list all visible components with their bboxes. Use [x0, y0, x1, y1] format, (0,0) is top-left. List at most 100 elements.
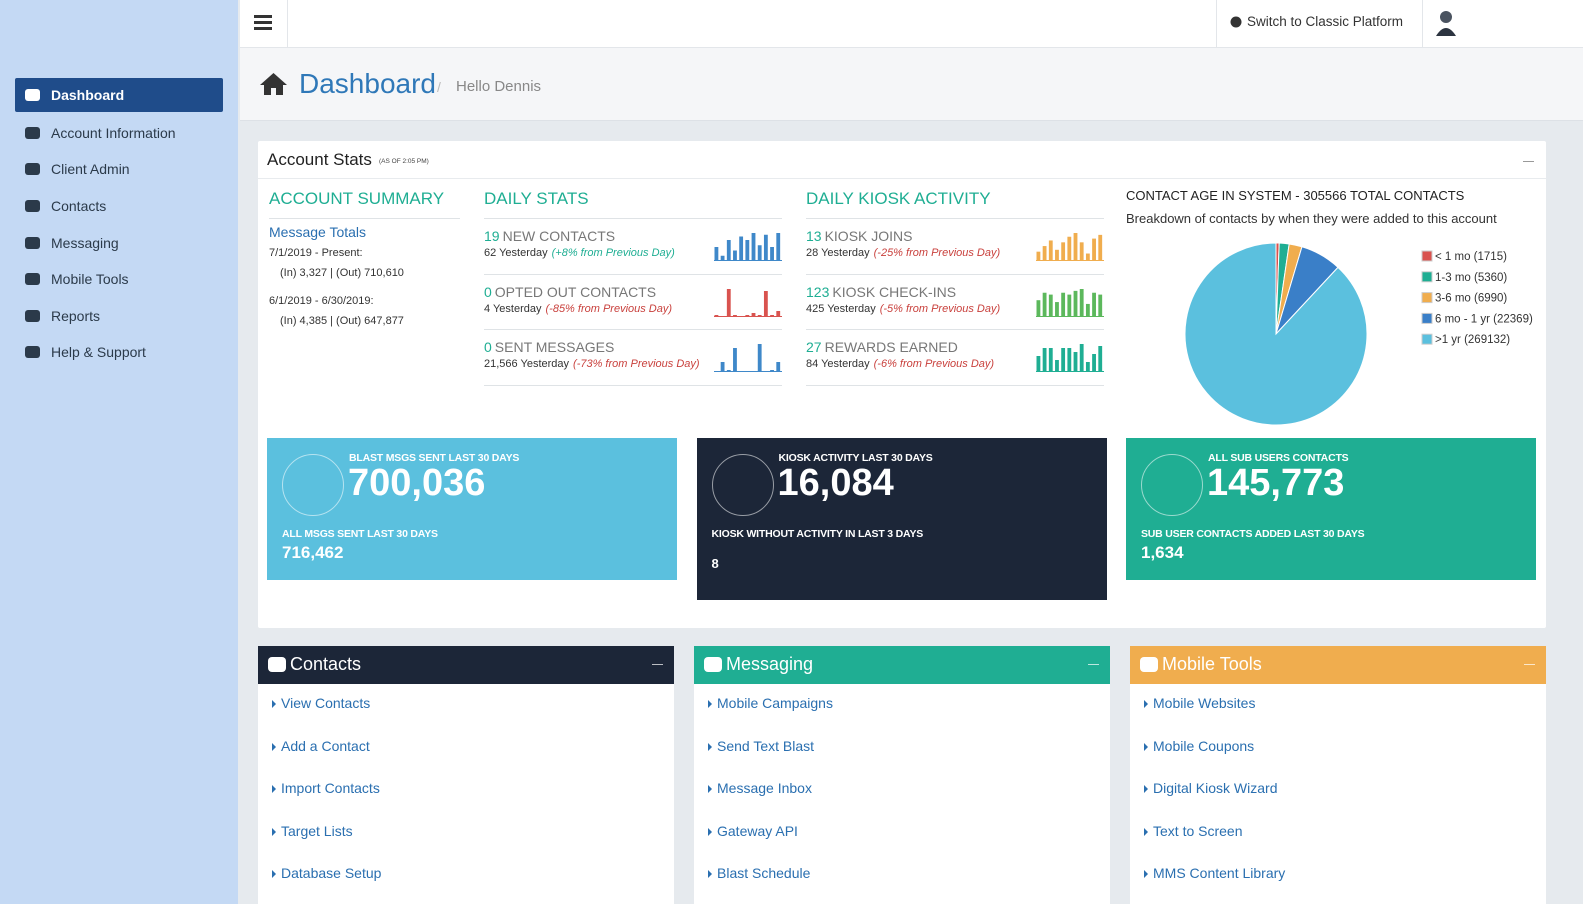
- sparkline: [1036, 344, 1104, 372]
- spark-bar: [1092, 238, 1096, 261]
- spark-bar: [726, 288, 731, 317]
- spark-bar: [1079, 288, 1084, 317]
- spark-bar: [733, 314, 737, 317]
- stat-label: KIOSK CHECK-INS: [832, 283, 957, 300]
- stat-value: 0: [484, 339, 492, 355]
- panel-link[interactable]: Add a Contact: [258, 727, 674, 770]
- panel-link[interactable]: Blast Schedule: [694, 854, 1110, 897]
- spark-bar: [726, 240, 731, 261]
- legend-label: < 1 mo (1715): [1435, 251, 1507, 263]
- avatar[interactable]: [1435, 10, 1457, 36]
- panel-link[interactable]: Import Contacts: [258, 769, 674, 812]
- account-stats-card: Account Stats (AS OF 2:05 PM) ACCOUNT SU…: [258, 141, 1546, 628]
- stat-label: SENT MESSAGES: [494, 339, 615, 355]
- stat-row: 13 KIOSK JOINS 28 Yesterday (-25% from Prev…: [806, 219, 1104, 275]
- panel-header: Messaging: [694, 646, 1110, 684]
- nav-label: Client Admin: [51, 161, 130, 178]
- stat-row: 0 SENT MESSAGES 21,566 Yesterday (-73% from…: [484, 330, 782, 386]
- stat-label: KIOSK JOINS: [824, 228, 913, 244]
- stat-yesterday: 28 Yesterday (-25% from Previous Day): [806, 247, 1104, 259]
- tile-sublabel: SUB USER CONTACTS ADDED LAST 30 DAYS: [1141, 528, 1365, 540]
- panel-link[interactable]: Target Lists: [258, 812, 674, 855]
- spark-bar: [1073, 352, 1078, 372]
- change: (-85% from Previous Day): [545, 302, 673, 315]
- stat-value: 0: [484, 283, 492, 300]
- link-panel: Contacts View Contacts Add a Contact Import…: [258, 646, 674, 904]
- panel-title: Mobile Tools: [1162, 654, 1262, 674]
- menu-toggle[interactable]: [254, 14, 272, 32]
- panel-link[interactable]: MMS Content Library: [1130, 854, 1546, 897]
- spark-bar: [776, 310, 781, 317]
- collapse-button[interactable]: [1088, 664, 1099, 665]
- pie-slice: [1184, 242, 1368, 426]
- link-panel: Messaging Mobile Campaigns Send Text Blast…: [694, 646, 1110, 904]
- tile-label: KIOSK ACTIVITY LAST 30 DAYS: [778, 452, 933, 464]
- nav-item[interactable]: Client Admin: [15, 151, 223, 188]
- nav-item[interactable]: Account Information: [15, 115, 223, 152]
- contact-age: CONTACT AGE IN SYSTEM - 305566 TOTAL CON…: [1126, 188, 1536, 426]
- nav-label: Reports: [51, 307, 101, 324]
- globe-icon: [1230, 16, 1242, 27]
- collapse-button[interactable]: [1523, 161, 1534, 162]
- tile-label: ALL SUB USERS CONTACTS: [1208, 452, 1349, 464]
- spark-bar: [1098, 346, 1103, 372]
- spark-bar: [1067, 294, 1072, 317]
- pie-chart: < 1 mo (1715) 1-3 mo (5360) 3-6 mo (6990) 6…: [1184, 242, 1533, 426]
- nav-item[interactable]: Reports: [15, 298, 223, 335]
- panel-link[interactable]: Digital Kiosk Wizard: [1130, 769, 1546, 812]
- nav-item[interactable]: Mobile Tools: [15, 261, 223, 298]
- panel-link[interactable]: Database Setup: [258, 854, 674, 897]
- as-of: (AS OF 2:05 PM): [379, 158, 429, 165]
- panel-link[interactable]: Gateway API: [694, 812, 1110, 855]
- panel-link[interactable]: Mobile Coupons: [1130, 727, 1546, 770]
- period-range: 6/1/2019 - 6/30/2019:: [269, 295, 374, 307]
- tile-subvalue: 1,634: [1141, 543, 1184, 562]
- switch-platform[interactable]: Switch to Classic Platform: [1230, 14, 1403, 29]
- nav-label: Dashboard: [51, 87, 125, 103]
- panel-link[interactable]: View Contacts: [258, 684, 674, 727]
- spark-bar: [745, 240, 750, 261]
- panel-link[interactable]: Message Inbox: [694, 769, 1110, 812]
- tile-value: 16,084: [777, 462, 894, 504]
- collapse-button[interactable]: [652, 664, 663, 665]
- home-icon: [260, 73, 287, 95]
- stat-line: 13 KIOSK JOINS: [806, 228, 1104, 244]
- legend-swatch: [1421, 312, 1433, 324]
- stat-value: 19: [484, 228, 500, 244]
- divider: [287, 0, 288, 47]
- panel-link[interactable]: Send Text Blast: [694, 727, 1110, 770]
- nav-item[interactable]: Contacts: [15, 188, 223, 225]
- stat-row: 123 KIOSK CHECK-INS 425 Yesterday (-5% from…: [806, 275, 1104, 330]
- pie-title: CONTACT AGE IN SYSTEM - 305566 TOTAL CON…: [1126, 188, 1465, 203]
- nav-label: Mobile Tools: [51, 271, 129, 288]
- stat-value: 13: [806, 228, 822, 244]
- stat-tile: KIOSK ACTIVITY LAST 30 DAYS 16,084 KIOSK W…: [696, 438, 1107, 600]
- change: (-73% from Previous Day): [573, 358, 700, 370]
- pie-subtitle: Breakdown of contacts by when they were …: [1126, 211, 1497, 226]
- panel-link[interactable]: Mobile Campaigns: [694, 684, 1110, 727]
- yesterday-count: 28 Yesterday: [806, 247, 870, 259]
- nav-icon: [25, 273, 40, 286]
- greeting: Hello Dennis: [456, 78, 542, 95]
- spark-bar: [733, 250, 737, 261]
- yesterday-count: 4 Yesterday: [484, 302, 542, 315]
- spark-bar: [1036, 356, 1041, 372]
- column-heading: DAILY STATS: [484, 189, 782, 219]
- stat-line: 27 REWARDS EARNED: [806, 339, 1104, 355]
- spark-bar: [745, 314, 750, 317]
- spark-bar: [1073, 233, 1078, 261]
- column-heading: ACCOUNT SUMMARY: [269, 189, 460, 219]
- panel-header: Mobile Tools: [1130, 646, 1546, 684]
- spark-bar: [1092, 354, 1096, 372]
- nav-item[interactable]: Help & Support: [15, 334, 223, 371]
- tile-label: BLAST MSGS SENT LAST 30 DAYS: [349, 452, 520, 464]
- nav-item[interactable]: Dashboard: [15, 78, 223, 112]
- sparkline: [714, 233, 782, 261]
- panel-link[interactable]: Mobile Websites: [1130, 684, 1546, 727]
- panel-link[interactable]: Text to Screen: [1130, 812, 1546, 855]
- yesterday-count: 425 Yesterday: [806, 302, 876, 315]
- collapse-button[interactable]: [1524, 664, 1535, 665]
- tile-icon: [282, 454, 344, 516]
- nav-item[interactable]: Messaging: [15, 224, 223, 261]
